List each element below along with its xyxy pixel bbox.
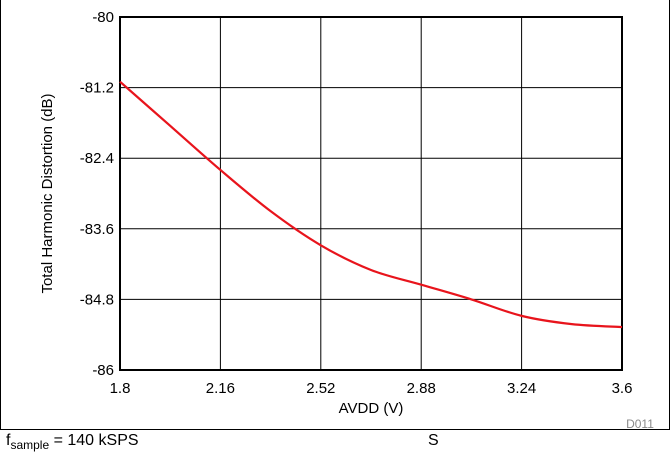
figure-code: D011 (626, 417, 654, 430)
x-axis-label: AVDD (V) (339, 400, 404, 417)
y-tick-label: -86 (92, 362, 114, 379)
y-tick-label: -80 (92, 9, 114, 26)
y-tick-label: -83.6 (80, 221, 114, 238)
x-tick-label: 2.52 (306, 380, 335, 397)
y-tick-label: -81.2 (80, 80, 114, 97)
series-line-thd (119, 80, 623, 329)
x-tick-label: 2.16 (206, 380, 235, 397)
x-tick-label: 3.24 (507, 380, 536, 397)
x-tick-label: 2.88 (407, 380, 436, 397)
chart: -80 -81.2 -82.4 -83.6 -84.8 -86 1.8 2.16 2.52 2.… (39, 9, 654, 430)
x-tick-label: 3.6 (612, 380, 633, 397)
figure-frame (0, 0, 670, 430)
x-tick-label: 1.8 (110, 380, 131, 397)
y-tick-labels: -80 -81.2 -82.4 -83.6 -84.8 -86 (80, 9, 114, 379)
series-layer (119, 80, 623, 329)
y-tick-label: -84.8 (80, 291, 114, 308)
plot-area-border (119, 16, 623, 371)
y-tick-label: -82.4 (80, 150, 114, 167)
x-tick-labels: 1.8 2.16 2.52 2.88 3.24 3.6 (110, 380, 633, 397)
caption-f: f (6, 432, 11, 449)
caption-f-sub: sample (10, 438, 50, 452)
caption-right-text: S (428, 432, 439, 449)
y-axis-label: Total Harmonic Distortion (dB) (39, 93, 56, 293)
grid-lines (120, 17, 622, 370)
caption-sample-rate: fsample = 140 kSPS (6, 432, 139, 452)
caption-f-value: = 140 kSPS (49, 432, 139, 449)
